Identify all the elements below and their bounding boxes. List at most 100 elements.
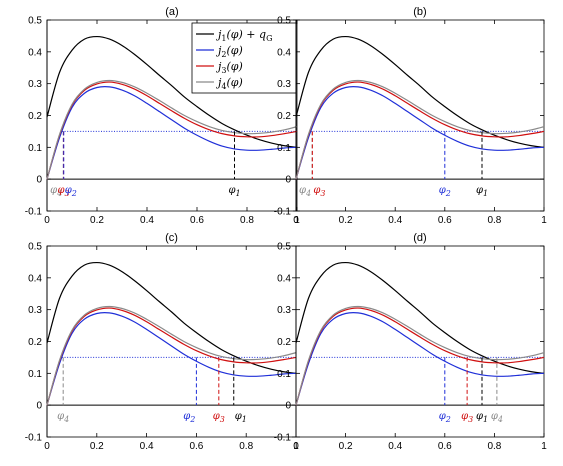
series-line-j1: [46, 35, 298, 148]
phi-2-label: φ2: [183, 411, 195, 424]
x-tick-label: 0.6: [189, 441, 203, 452]
x-tick-label: 0.2: [339, 215, 353, 226]
legend-entry: j1(φ) + qG: [215, 28, 272, 43]
y-tick-label: 0: [36, 401, 42, 412]
x-tick-label: 0.8: [487, 215, 501, 226]
y-tick-label: 0: [36, 175, 42, 186]
x-tick-label: 1: [541, 215, 547, 226]
phi-1-label: φ1: [476, 185, 488, 198]
x-tick-label: 0.2: [90, 441, 104, 452]
x-tick-label: 0: [293, 441, 299, 452]
y-tick-label: 0.2: [28, 111, 42, 122]
y-tick-label: 0.4: [277, 47, 291, 58]
y-tick-label: 0.4: [277, 273, 291, 284]
phi-4-label: φ4: [299, 185, 311, 198]
phi-1-label: φ1: [235, 411, 247, 424]
y-tick-label: 0: [285, 401, 291, 412]
y-tick-label: 0.1: [28, 369, 42, 380]
phi-3-label: φ3: [57, 185, 69, 198]
x-tick-label: 0.6: [438, 441, 452, 452]
y-tick-label: 0.3: [277, 79, 291, 90]
phi-4-label: φ4: [50, 185, 62, 198]
plot-frame: [46, 245, 297, 438]
phi-1-label: φ1: [228, 185, 240, 198]
x-tick-label: 1: [294, 215, 300, 226]
y-tick-label: 0.1: [28, 143, 42, 154]
series-line-j1: [295, 261, 545, 374]
series-line-j2: [46, 311, 297, 406]
panel-1: (a)-0.100.10.20.30.40.50 0.2 0.4 0.6 0.8 1φ4φ…: [25, 6, 300, 226]
x-tick-label: 0.8: [239, 441, 253, 452]
x-tick-label: 0.4: [140, 215, 154, 226]
y-tick-label: 0.2: [277, 337, 291, 348]
x-tick-label: 0: [293, 215, 299, 226]
series-line-j4: [46, 79, 298, 180]
phi-2-label: φ2: [65, 185, 77, 198]
y-tick-label: -0.1: [25, 207, 43, 218]
phi-3-label: φ3: [213, 411, 225, 424]
phi-4-label: φ4: [57, 411, 69, 424]
panel-3: (c)-0.100.10.20.30.40.50 0.2 0.4 0.6 0.8 1φ4 φ…: [25, 232, 299, 452]
series-line-j4: [295, 305, 545, 406]
series-line-j3: [46, 81, 298, 180]
y-tick-label: 0.5: [28, 242, 42, 253]
series-line-j4: [295, 79, 545, 180]
x-tick-label: 0.6: [438, 215, 452, 226]
x-tick-label: 1: [293, 441, 299, 452]
series-line-j3: [46, 307, 297, 406]
series-line-j3: [295, 81, 545, 180]
x-tick-label: 0.2: [339, 441, 353, 452]
x-tick-label: 0.4: [388, 441, 402, 452]
phi-2-label: φ2: [439, 185, 451, 198]
x-tick-label: 0.4: [388, 215, 402, 226]
panel-4: (d)-0.100.10.20.30.40.50 0.2 0.4 0.6 0.8 1φ2 φ…: [274, 232, 547, 452]
x-tick-label: 0.6: [190, 215, 204, 226]
y-tick-label: 0.4: [28, 47, 42, 58]
phi-3-label: φ3: [313, 185, 325, 198]
panel-2: (b)-0.100.10.20.30.40.50 0.2 0.4 0.6 0.8 1φ4 φ…: [274, 6, 547, 226]
legend-entry: j4(φ): [215, 76, 243, 91]
panel-title: (a): [165, 6, 178, 18]
legend-box: [191, 22, 297, 94]
x-tick-label: 0: [44, 441, 50, 452]
y-tick-label: 0.5: [277, 242, 291, 253]
y-tick-label: 0: [285, 175, 291, 186]
x-tick-label: 0.2: [90, 215, 104, 226]
plot-frame: [295, 245, 545, 438]
y-tick-label: 0.3: [28, 79, 42, 90]
y-tick-label: 0.5: [28, 16, 42, 27]
series-line-j1: [295, 35, 545, 148]
series-line-j1: [46, 261, 297, 374]
y-tick-label: -0.1: [274, 207, 292, 218]
y-tick-label: -0.1: [274, 433, 292, 444]
legend-entry: j2(φ): [215, 44, 243, 59]
y-tick-label: 0.5: [277, 16, 291, 27]
y-tick-label: 0.2: [28, 337, 42, 348]
phi-4-label: φ4: [491, 411, 503, 424]
x-tick-label: 0: [44, 215, 50, 226]
legend-entry: j3(φ): [215, 60, 243, 75]
y-tick-label: 0.3: [277, 305, 291, 316]
y-tick-label: 0.2: [277, 111, 291, 122]
phi-2-label: φ2: [439, 411, 451, 424]
series-line-j4: [46, 305, 297, 406]
x-tick-label: 0.4: [140, 441, 154, 452]
y-tick-label: 0.4: [28, 273, 42, 284]
y-tick-label: 0.1: [277, 369, 291, 380]
panel-title: (b): [413, 6, 426, 18]
y-tick-label: 0.1: [277, 143, 291, 154]
x-tick-label: 0.8: [487, 441, 501, 452]
series-line-j2: [46, 85, 298, 180]
panel-title: (d): [413, 232, 426, 244]
y-tick-label: 0.3: [28, 305, 42, 316]
phi-1-label: φ1: [476, 411, 488, 424]
x-tick-label: 1: [541, 441, 547, 452]
plot-frame: [295, 19, 545, 212]
series-line-j2: [295, 85, 545, 180]
y-tick-label: -0.1: [25, 433, 43, 444]
panel-title: (c): [165, 232, 178, 244]
phi-3-label: φ3: [461, 411, 473, 424]
x-tick-label: 0.8: [240, 215, 254, 226]
